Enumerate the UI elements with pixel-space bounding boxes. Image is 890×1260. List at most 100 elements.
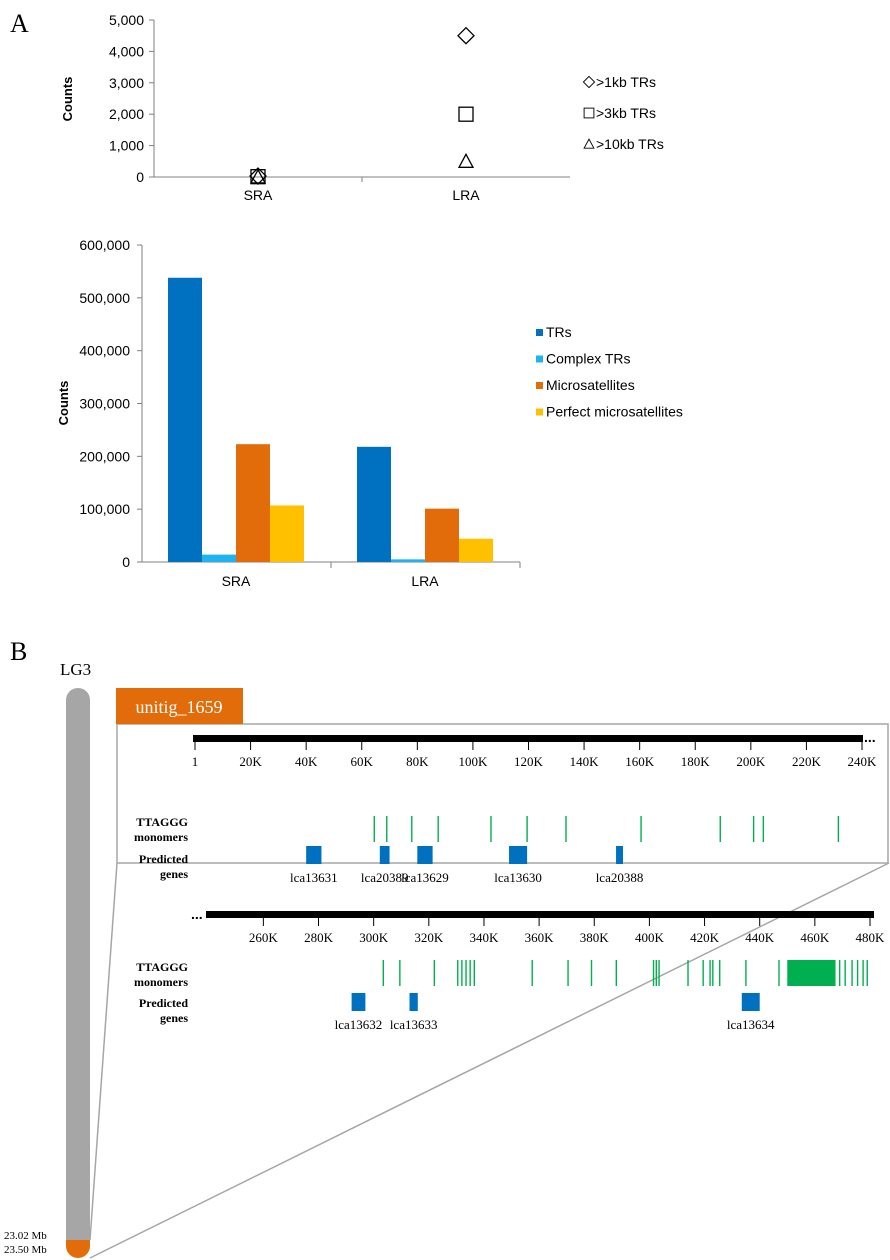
track-1-gene-label-line1: Predicted [139,852,188,866]
bar-trs [168,277,202,562]
scatter-point-square [458,106,474,122]
ruler-tick-label: 220K [792,754,822,769]
region-end-label: 23.50 Mb [4,1244,47,1256]
scatter-x-label: SRA [244,187,273,203]
genome-track-1: ... 1 20K 40K 60K 80K 100K 120K 140K 160K 180K 200… [134,729,877,885]
gene-name: lca13629 [401,870,449,885]
ruler-tick-label: 480K [856,930,886,945]
ruler-tick-label: 240K [848,754,878,769]
scatter-chart: Counts 0 1,000 2,000 3,000 4,000 5,000 SRA LRA… [60,12,664,203]
bar-perfect-microsatellites [270,505,304,562]
gene-name: lca13631 [290,870,338,885]
scatter-legend-label: >10kb TRs [596,136,664,152]
bar-y-tick-label: 0 [122,554,130,570]
scatter-y-tick-label: 5,000 [109,12,144,28]
ttaggg-monomer-cluster [787,960,836,986]
gene-name: lca13630 [494,870,542,885]
scatter-legend-label: >1kb TRs [596,74,656,90]
ruler-tick-label: 360K [525,930,555,945]
ruler-tick-label: 400K [635,930,665,945]
chromosome-body [66,688,90,1254]
bar-perfect-microsatellites [459,538,493,562]
scatter-legend-label: >3kb TRs [596,105,656,121]
contig-name: unitig_1659 [135,697,222,717]
bar-x-label: SRA [222,573,251,589]
bar-legend-label: Perfect microsatellites [546,404,683,420]
region-start-label: 23.02 Mb [4,1230,47,1242]
chromosome-region [66,1240,90,1258]
ruler-tick-label: 200K [736,754,766,769]
ruler-tick-label: 180K [681,754,711,769]
bar-y-tick-label: 100,000 [79,501,130,517]
legend-marker-group [582,75,596,89]
ruler-tick-label: 20K [239,754,262,769]
ruler-tick-label: 440K [745,930,775,945]
zoom-line-bottom [89,862,890,1259]
bar-legend-swatch [536,329,543,336]
bar-y-label: Counts [56,381,71,426]
gene-name: lca20389 [361,870,409,885]
bar-chart: Counts 0 100,000 200,000 300,000 400,000 500,… [56,237,683,589]
chromosome: 23.02 Mb 23.50 Mb [4,688,890,1259]
predicted-gene [616,846,623,864]
ruler-tick-label: 140K [570,754,600,769]
track-2-gene-label-line1: Predicted [139,996,188,1010]
scatter-y-tick-label: 1,000 [109,138,144,154]
track-2-monomer-label-line1: TTAGGG [136,960,188,974]
predicted-gene [509,846,528,864]
track-2-monomer-label-line2: monomers [134,975,188,989]
predicted-gene [351,993,366,1011]
ruler-tick-label: 280K [304,930,334,945]
scatter-x-label: LRA [452,187,480,203]
legend-marker-triangle [583,138,595,149]
scatter-point-diamond [457,26,475,45]
legend-marker-square [583,107,595,119]
ruler-tick-label: 60K [351,754,374,769]
ruler-tick-label: 160K [625,754,655,769]
track-1-gene-label-line2: genes [160,867,188,881]
ruler-tick-label: 40K [295,754,318,769]
ruler-tick-label: 120K [514,754,544,769]
contig-tag [116,688,243,724]
ruler-tick-label: 260K [249,930,279,945]
bar-complex-trs [202,554,236,562]
bar-legend-swatch [536,408,543,416]
scatter-y-label: Counts [60,77,75,122]
ruler-tick-label: 380K [580,930,610,945]
track-1-monomer-label-line2: monomers [134,830,188,844]
ruler-tick-label: 420K [690,930,720,945]
scatter-y-tick-label: 4,000 [109,43,144,59]
panel-a-label: A [10,9,29,38]
ruler-tick-label: 320K [414,930,444,945]
track-2-ellipsis: ... [191,906,203,922]
track-2-ruler [206,911,874,918]
ruler-tick-label: 1 [192,754,199,769]
gene-name: lca13633 [390,1017,438,1032]
scatter-y-tick-label: 3,000 [109,75,144,91]
predicted-gene [306,846,322,864]
ruler-tick-label: 100K [458,754,488,769]
track-1-ruler [193,735,863,742]
legend-marker-group [583,107,595,119]
ruler-tick-label: 340K [470,930,500,945]
predicted-gene [741,993,760,1011]
gene-name: lca20388 [596,870,644,885]
track-2-gene-label-line2: genes [160,1011,188,1025]
bar-microsatellites [236,444,270,562]
scatter-y-tick-label: 2,000 [109,106,144,122]
predicted-gene [417,846,433,864]
bar-x-label: LRA [411,573,439,589]
legend-marker-group [583,138,595,149]
bar-microsatellites [425,508,459,562]
bar-y-tick-label: 600,000 [79,237,130,253]
ruler-tick-label: 300K [359,930,389,945]
scatter-y-tick-label: 0 [136,169,144,185]
bar-complex-trs [391,559,425,562]
bar-legend-label: TRs [546,324,572,340]
bar-legend-swatch [536,355,543,363]
genome-track-2: ... 260K 280K 300K 320K 340K 360K 380K 400K 420K… [134,906,885,1032]
ruler-tick-label: 80K [406,754,429,769]
bar-y-tick-label: 400,000 [79,343,130,359]
ruler-tick-label: 460K [800,930,830,945]
